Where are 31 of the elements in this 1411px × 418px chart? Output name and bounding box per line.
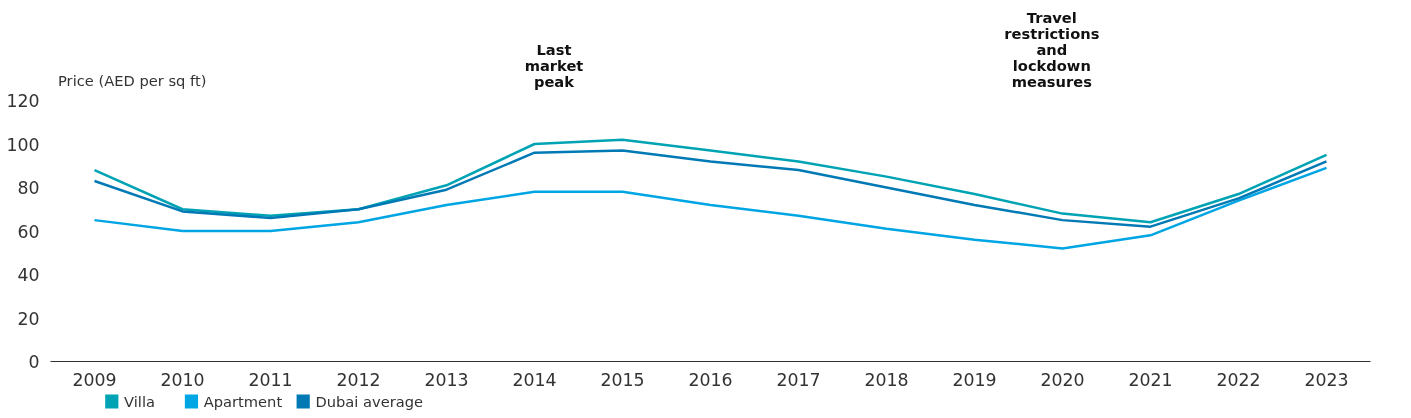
legend-label: Dubai average	[315, 393, 424, 410]
x-tick-label: 2020	[1040, 369, 1085, 390]
x-tick-label: 2018	[864, 369, 909, 390]
y-tick-label: 20	[17, 308, 40, 329]
y-tick-label: 80	[17, 178, 40, 198]
y-tick-label: 120	[6, 91, 40, 111]
legend-label: Villa	[124, 393, 155, 410]
x-tick-label: 2016	[688, 369, 733, 390]
x-tick-label: 2022	[1216, 369, 1261, 390]
x-tick-label: 2011	[248, 369, 293, 390]
x-tick-label: 2014	[512, 369, 557, 390]
y-tick-label: 0	[28, 352, 40, 372]
y-tick-label: 40	[17, 265, 40, 285]
line-series	[93, 138, 1328, 224]
line-series	[93, 166, 1328, 250]
x-tick-label: 2023	[1304, 369, 1349, 390]
text: Travel restrictions and lockdown measures	[1004, 8, 1100, 91]
line-series	[93, 149, 1328, 228]
y-tick-label: 60	[17, 221, 40, 242]
text: Last market peak	[524, 41, 584, 91]
legend-label: Apartment	[203, 393, 283, 410]
x-tick-label: 2013	[424, 369, 469, 390]
y-tick-label: 100	[6, 134, 40, 155]
x-tick-label: 2019	[952, 369, 997, 390]
x-tick-label: 2017	[776, 369, 821, 390]
x-tick-label: 2012	[336, 369, 381, 390]
x-tick-label: 2010	[160, 369, 205, 390]
x-tick-label: 2021	[1128, 369, 1173, 390]
x-tick-label: 2015	[600, 369, 645, 390]
x-tick-label: 2009	[72, 369, 117, 390]
y-axis-title: Price (AED per sq ft)	[58, 71, 207, 89]
